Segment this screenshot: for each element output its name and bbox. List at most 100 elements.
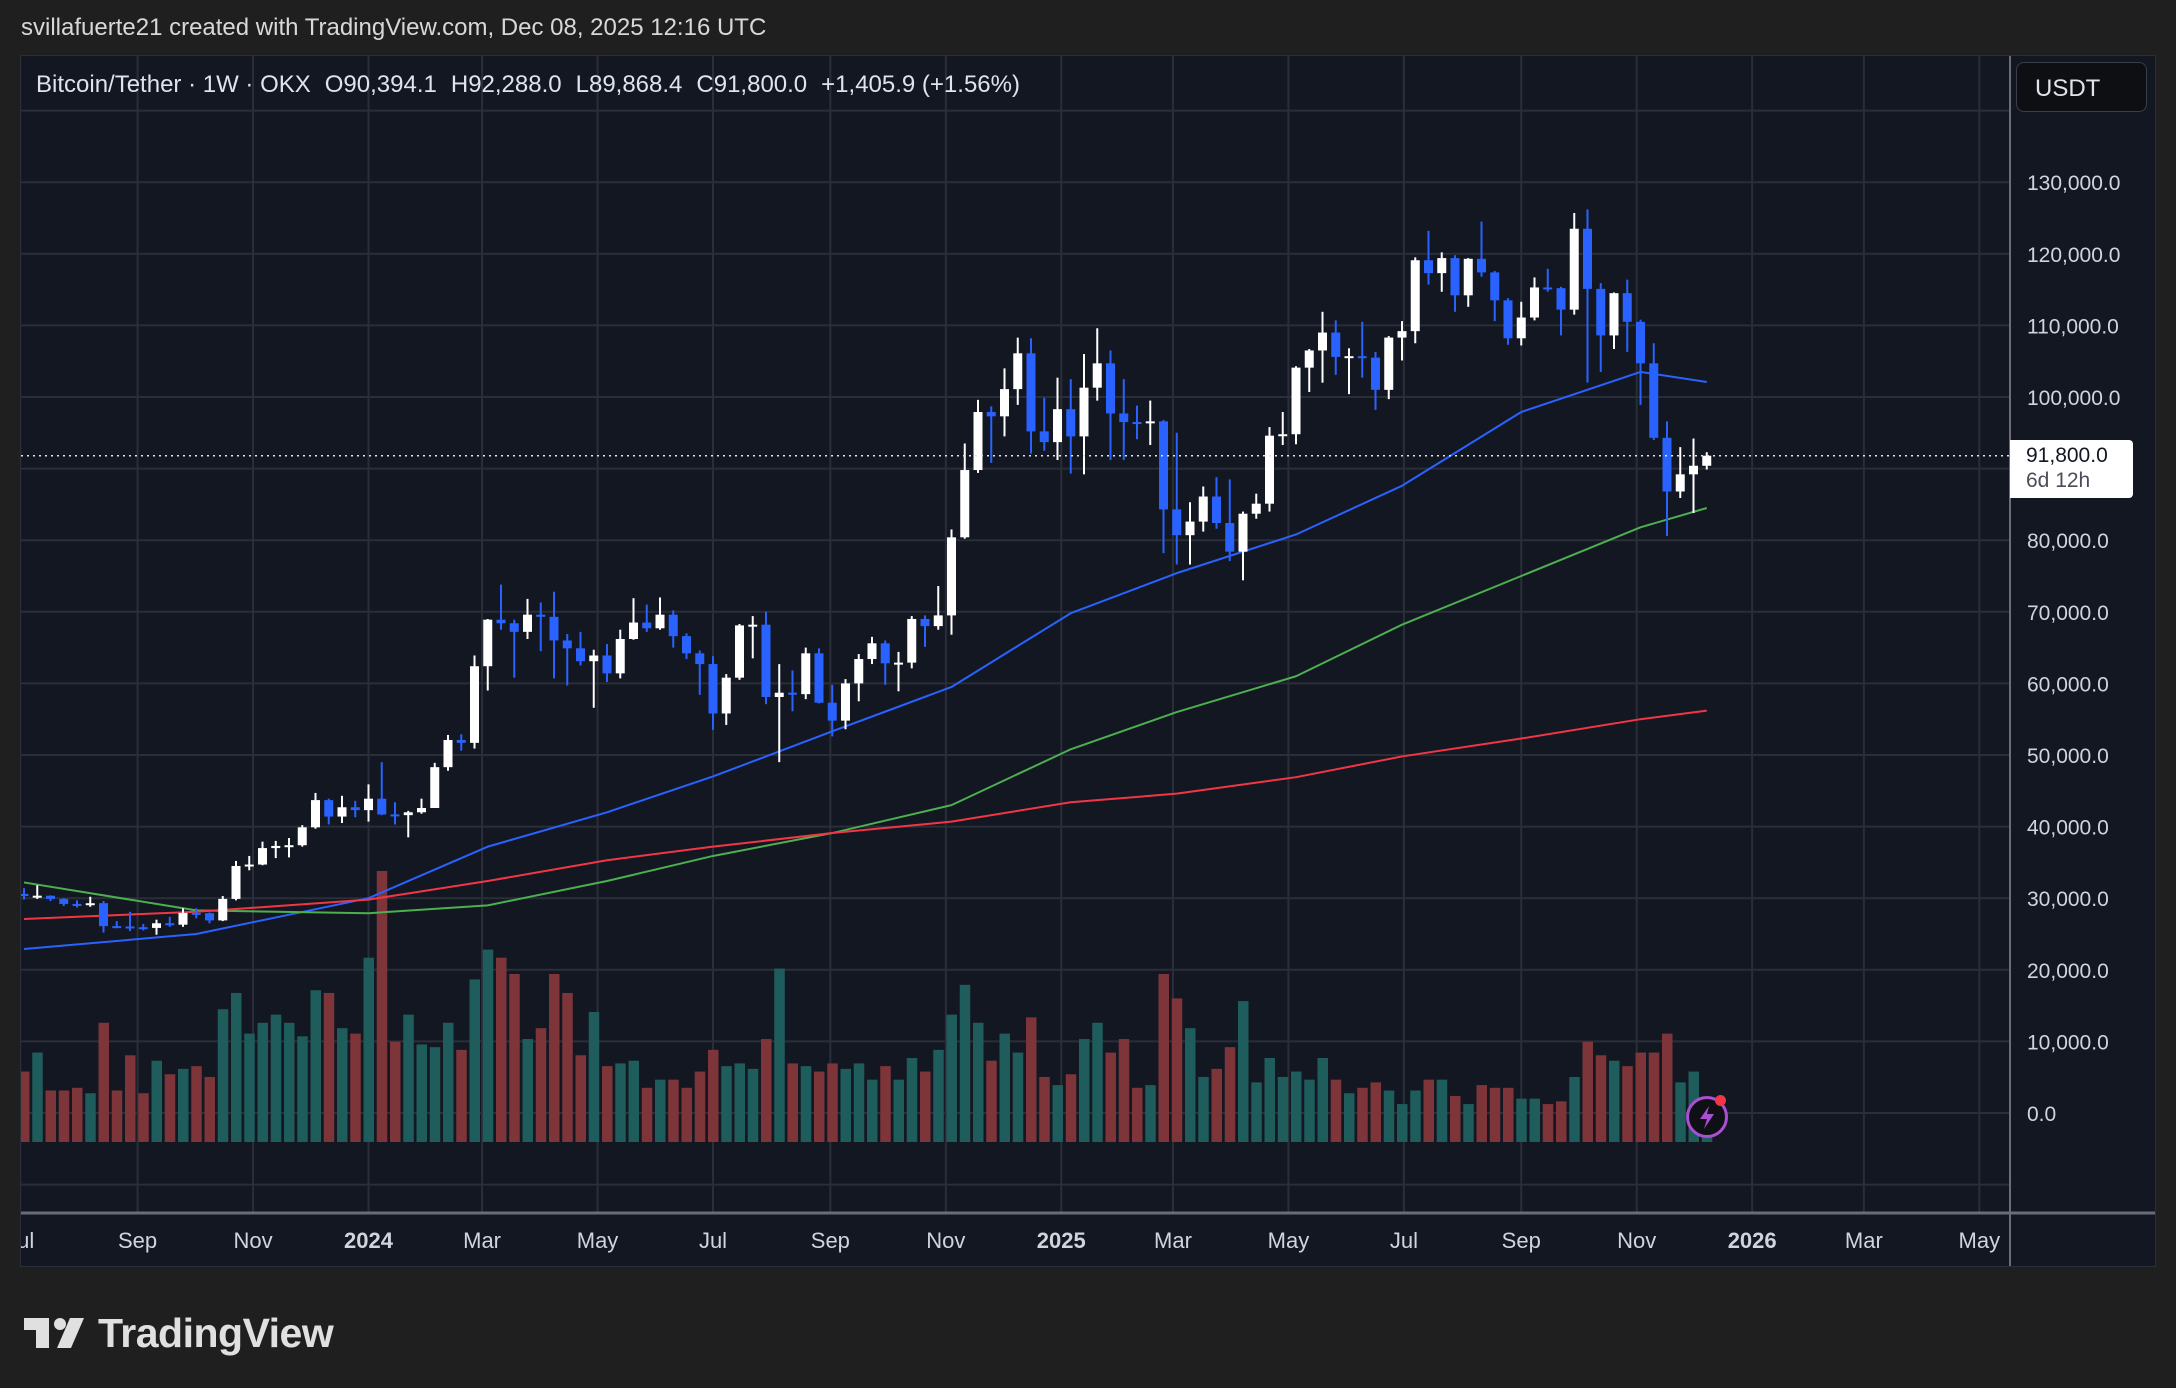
candle — [496, 584, 506, 630]
low-value: 89,868.4 — [588, 71, 683, 98]
candle-body — [152, 923, 161, 928]
volume-bar — [933, 1049, 944, 1142]
candle-body — [218, 898, 228, 921]
time-tick-label: 2026 — [1728, 1228, 1777, 1253]
candle-body — [244, 864, 254, 867]
candle-body — [1119, 413, 1129, 423]
candle — [390, 802, 400, 825]
volume-bar — [217, 1009, 229, 1142]
time-tick-label: Nov — [1617, 1228, 1656, 1253]
candle-body — [496, 619, 506, 624]
last-price-tag: 91,800.0 6d 12h — [2010, 440, 2133, 498]
volume-bar — [1304, 1079, 1315, 1142]
candle-body — [682, 636, 691, 654]
candle — [1596, 283, 1606, 372]
candle-body — [788, 692, 797, 695]
candle — [1026, 338, 1036, 454]
candle — [1675, 447, 1685, 498]
currency-button[interactable]: USDT — [2016, 62, 2147, 112]
candle-body — [21, 893, 29, 897]
candle — [814, 648, 824, 704]
volume-bar — [1410, 1090, 1421, 1142]
candle — [867, 636, 877, 665]
candle — [1424, 230, 1433, 285]
candle-body — [695, 653, 705, 665]
candle — [1119, 379, 1129, 461]
candle — [973, 399, 983, 473]
candle — [21, 888, 29, 900]
volume-bar — [1317, 1057, 1328, 1142]
volume-bar — [1330, 1079, 1342, 1142]
candle-body — [1609, 293, 1619, 336]
candle — [920, 615, 930, 647]
candle-body — [271, 845, 281, 849]
candle — [562, 633, 572, 686]
candle-body — [324, 800, 334, 817]
time-tick-label: Jul — [699, 1228, 727, 1253]
volume-bar — [1569, 1076, 1580, 1142]
candle — [1503, 298, 1513, 345]
price-tick-label: 110,000.0 — [2027, 315, 2119, 338]
candle — [1000, 368, 1009, 437]
time-tick-label: Nov — [233, 1228, 272, 1253]
time-tick-label: May — [1959, 1228, 2001, 1253]
candle — [152, 919, 161, 935]
candle-body — [867, 643, 877, 660]
candle-body — [1053, 409, 1062, 443]
symbol-title[interactable]: Bitcoin/Tether · 1W · OKX — [36, 71, 311, 98]
time-tick-label: Mar — [1845, 1228, 1883, 1253]
volume-bar — [1132, 1087, 1143, 1142]
volume-bar — [363, 957, 374, 1142]
price-tick-label: 50,000.0 — [2027, 745, 2109, 768]
candle-body — [483, 619, 493, 667]
volume-bar — [853, 1063, 865, 1142]
volume-bar — [1529, 1098, 1540, 1142]
candle — [1092, 328, 1102, 401]
candle-body — [205, 913, 214, 921]
candle — [788, 670, 797, 712]
volume-bar — [337, 1028, 348, 1142]
candle-body — [1106, 363, 1115, 414]
candle-body — [1278, 434, 1288, 437]
candle — [629, 598, 638, 640]
volume-bar — [867, 1079, 878, 1142]
volume-bar — [1489, 1087, 1501, 1142]
volume-bar — [98, 1022, 109, 1142]
moving-average-line — [23, 709, 1707, 920]
candle-body — [165, 923, 175, 926]
volume-bar — [1370, 1082, 1381, 1142]
candle-body — [1437, 258, 1447, 274]
low-label: L — [575, 71, 589, 98]
volume-bar — [959, 984, 971, 1142]
candle — [191, 908, 201, 919]
symbol-legend: Bitcoin/Tether · 1W · OKX O 90,394.1 H 92,… — [36, 71, 1020, 99]
volume-bar — [151, 1060, 162, 1142]
candle-body — [32, 895, 42, 898]
candle — [1463, 258, 1473, 307]
candle — [456, 734, 466, 751]
candle — [1132, 405, 1142, 440]
volume-bar — [270, 1014, 282, 1142]
volume-bar — [1065, 1074, 1077, 1142]
candle-body — [1304, 350, 1314, 368]
candle-body — [1000, 389, 1009, 417]
volume-bar — [814, 1071, 825, 1142]
price-tick-label: 120,000.0 — [2027, 244, 2120, 267]
candle — [960, 443, 970, 539]
candle — [258, 841, 267, 866]
time-axis[interactable]: Jul Sep Nov 2024 Mar May Jul Sep Nov 2025 Mar May Ju… — [6, 1228, 2000, 1253]
candle — [1344, 348, 1354, 395]
volume-bar — [111, 1090, 123, 1142]
candle — [231, 860, 241, 901]
volume-bar — [973, 1022, 984, 1142]
volume-bar — [284, 1022, 295, 1142]
volume-bar — [575, 1055, 586, 1142]
price-axis[interactable]: 130,000.0 120,000.0 110,000.0 100,000.0 80,0… — [2027, 172, 2120, 1126]
volume-bar — [800, 1066, 812, 1142]
candle-body — [377, 798, 387, 815]
volume-bar — [694, 1071, 706, 1142]
candle-body — [1066, 409, 1076, 437]
candle — [72, 900, 82, 908]
candle-body — [1371, 357, 1380, 390]
